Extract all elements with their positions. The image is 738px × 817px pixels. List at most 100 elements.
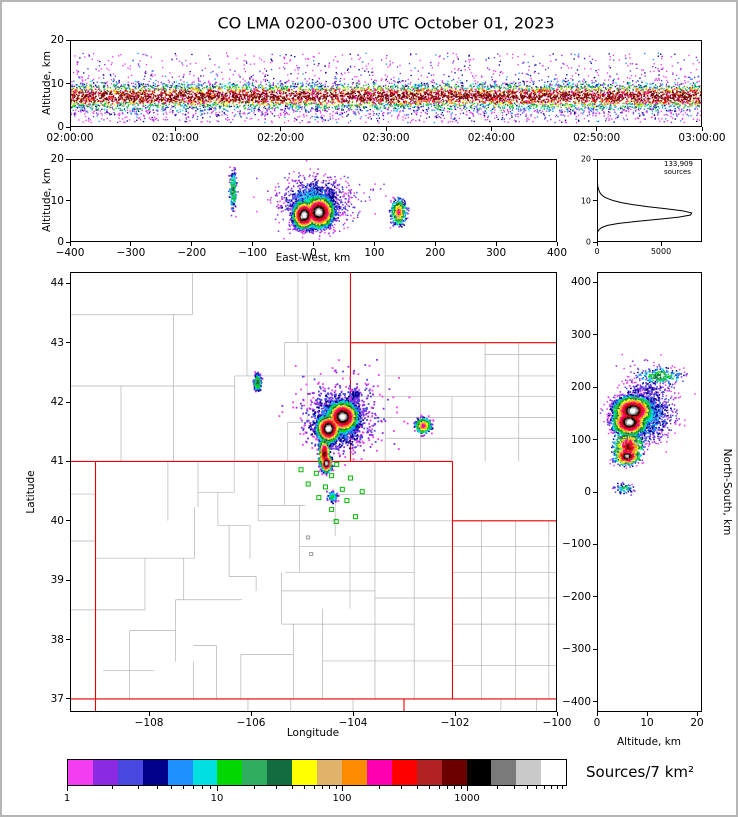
tick-label: 400: [570, 276, 591, 289]
tick-label: 0: [310, 247, 317, 259]
east-west-panel: [70, 159, 557, 242]
tick-mark: [596, 127, 598, 131]
colorbar-tick: [171, 786, 173, 789]
tick-label: −100: [238, 247, 268, 259]
tick-mark: [593, 439, 597, 441]
tick-label: 02:20:00: [257, 132, 305, 144]
colorbar-segment: [242, 760, 268, 785]
tick-mark: [66, 520, 70, 522]
tick-label: 10: [50, 194, 64, 207]
tick-mark: [66, 639, 70, 641]
colorbar-segment: [92, 760, 118, 785]
colorbar-tick: [276, 786, 278, 789]
tick-label: 0: [593, 717, 601, 729]
tick-mark: [66, 241, 70, 243]
colorbar-tick: [447, 786, 449, 789]
tick-label: 10: [640, 717, 654, 729]
tick-mark: [696, 712, 698, 716]
colorbar-segment: [491, 760, 517, 785]
colorbar-segment: [267, 760, 293, 785]
tick-label: −200: [562, 590, 591, 603]
colorbar-segment: [317, 760, 342, 785]
tick-mark: [593, 158, 597, 160]
tick-label: 100: [364, 247, 385, 259]
colorbar-segment: [167, 760, 193, 785]
tick-label: 20: [50, 34, 64, 46]
colorbar-segment: [366, 760, 392, 785]
tick-label: 400: [546, 247, 568, 259]
tick-label: −100: [542, 717, 572, 729]
tick-label: −100: [562, 538, 591, 551]
colorbar-tick: [254, 786, 256, 789]
colorbar-tick: [329, 786, 331, 789]
tick-mark: [66, 401, 70, 403]
colorbar-tick: [496, 786, 498, 789]
tick-label: 39: [50, 574, 64, 587]
tick-mark: [593, 386, 597, 388]
colorbar-tick: [551, 786, 552, 789]
colorbar-tick: [438, 786, 440, 789]
colorbar-tick-label: 1000: [454, 793, 480, 804]
north-south-xlabel: Altitude, km: [616, 736, 682, 748]
tick-label: 40: [50, 514, 64, 527]
map-ylabel: Latitude: [25, 470, 37, 514]
tick-label: 37: [50, 692, 64, 705]
tick-mark: [69, 242, 71, 246]
colorbar-tick: [313, 786, 315, 789]
tick-mark: [490, 127, 492, 131]
north-south-ylabel: North-South, km: [721, 448, 733, 536]
tick-mark: [596, 242, 598, 246]
colorbar-tick: [291, 786, 293, 789]
tick-mark: [593, 543, 597, 545]
colorbar-tick: [428, 786, 430, 789]
tick-label: −400: [55, 247, 85, 259]
tick-mark: [596, 712, 598, 716]
colorbar-tick: [379, 786, 381, 789]
tick-mark: [593, 701, 597, 703]
tick-label: 03:00:00: [678, 132, 726, 144]
colorbar-tick: [556, 786, 558, 789]
east-west-xlabel: East-West, km: [275, 252, 351, 264]
tick-mark: [556, 242, 558, 246]
north-south-panel: [597, 272, 702, 712]
tick-mark: [66, 460, 70, 462]
plan-view-map-panel: [70, 272, 557, 712]
figure-title: CO LMA 0200-0300 UTC October 01, 2023: [217, 13, 555, 33]
tick-label: 20: [690, 717, 704, 729]
colorbar-segment: [441, 760, 467, 785]
colorbar-segment: [516, 760, 542, 785]
tick-label: 200: [570, 381, 591, 394]
tick-label: 02:30:00: [362, 132, 410, 144]
colorbar-tick: [460, 786, 462, 789]
tick-mark: [701, 127, 703, 131]
colorbar-tick: [322, 786, 324, 789]
tick-mark: [66, 698, 70, 700]
source-count-annotation: 133,909 sources: [664, 160, 693, 176]
tick-mark: [593, 648, 597, 650]
altitude-histogram-panel: [597, 159, 702, 242]
colorbar-tick-label: 10: [210, 793, 224, 804]
tick-mark: [174, 127, 176, 131]
tick-label: 300: [486, 247, 507, 259]
colorbar-tick: [526, 786, 528, 789]
tick-mark: [66, 200, 70, 201]
tick-label: 02:40:00: [467, 132, 515, 144]
colorbar-segment: [117, 760, 143, 785]
colorbar-tick: [193, 786, 195, 789]
colorbar-tick: [561, 786, 563, 789]
colorbar-tick: [303, 786, 305, 789]
tick-mark: [593, 491, 597, 493]
colorbar-tick: [138, 786, 140, 789]
tick-mark: [593, 200, 597, 201]
tick-label: 38: [50, 633, 64, 646]
tick-label: 43: [50, 336, 64, 349]
colorbar-segment: [142, 760, 168, 785]
tick-mark: [148, 712, 150, 716]
colorbar-tick: [201, 786, 203, 789]
tick-label: −400: [562, 695, 591, 708]
tick-label: 02:10:00: [151, 132, 199, 144]
tick-label: −104: [338, 717, 368, 729]
tick-mark: [191, 242, 193, 246]
plan-view-map-canvas: [70, 272, 557, 712]
